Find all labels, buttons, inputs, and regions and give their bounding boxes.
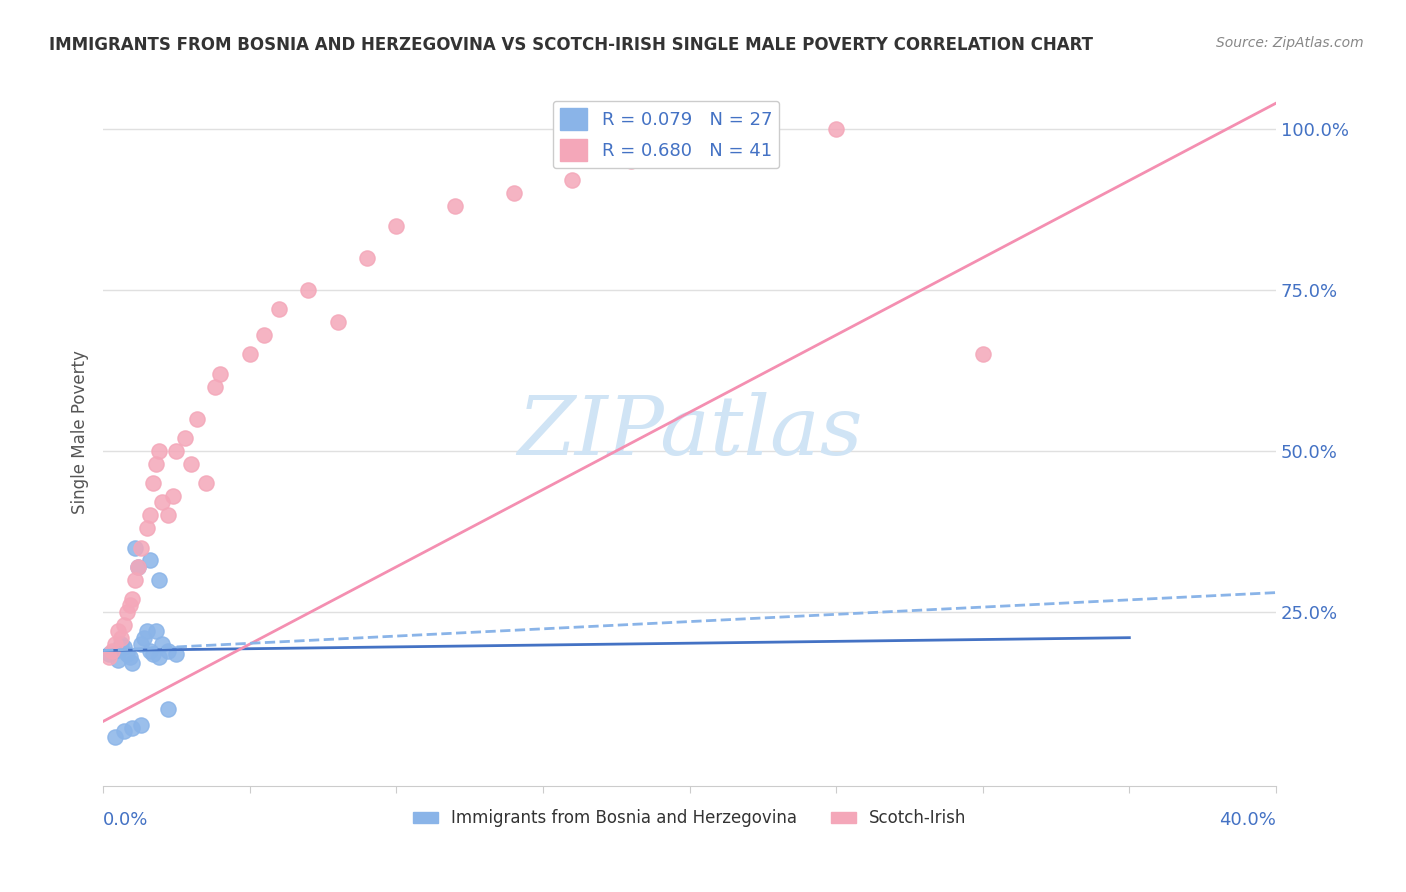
- Point: [148, 444, 170, 458]
- Point: [162, 489, 184, 503]
- Point: [124, 573, 146, 587]
- Point: [121, 657, 143, 671]
- Point: [139, 643, 162, 657]
- Point: [107, 624, 129, 639]
- Y-axis label: Single Male Poverty: Single Male Poverty: [72, 350, 89, 514]
- Point: [165, 647, 187, 661]
- Point: [209, 367, 232, 381]
- Point: [326, 315, 349, 329]
- Point: [145, 624, 167, 639]
- Point: [174, 431, 197, 445]
- Point: [98, 647, 121, 661]
- Point: [253, 328, 276, 343]
- Text: Source: ZipAtlas.com: Source: ZipAtlas.com: [1216, 36, 1364, 50]
- Point: [127, 559, 149, 574]
- Point: [134, 631, 156, 645]
- Point: [118, 650, 141, 665]
- Point: [110, 637, 132, 651]
- Point: [104, 731, 127, 745]
- Point: [186, 411, 208, 425]
- Point: [150, 637, 173, 651]
- Point: [121, 721, 143, 735]
- Point: [385, 219, 408, 233]
- Point: [825, 122, 848, 136]
- Point: [165, 444, 187, 458]
- Point: [136, 624, 159, 639]
- Point: [267, 302, 290, 317]
- Point: [620, 154, 643, 169]
- Text: IMMIGRANTS FROM BOSNIA AND HERZEGOVINA VS SCOTCH-IRISH SINGLE MALE POVERTY CORRE: IMMIGRANTS FROM BOSNIA AND HERZEGOVINA V…: [49, 36, 1094, 54]
- Point: [561, 173, 583, 187]
- Point: [148, 573, 170, 587]
- Point: [112, 617, 135, 632]
- Point: [129, 541, 152, 555]
- Point: [444, 199, 467, 213]
- Point: [121, 592, 143, 607]
- Point: [129, 717, 152, 731]
- Point: [156, 701, 179, 715]
- Point: [112, 724, 135, 739]
- Point: [194, 476, 217, 491]
- Point: [129, 637, 152, 651]
- Point: [502, 186, 524, 201]
- Point: [156, 508, 179, 523]
- Point: [148, 650, 170, 665]
- Legend: Immigrants from Bosnia and Herzegovina, Scotch-Irish: Immigrants from Bosnia and Herzegovina, …: [406, 803, 973, 834]
- Point: [98, 650, 121, 665]
- Point: [127, 559, 149, 574]
- Text: ZIPatlas: ZIPatlas: [517, 392, 862, 472]
- Point: [101, 643, 124, 657]
- Point: [139, 508, 162, 523]
- Point: [115, 605, 138, 619]
- Point: [180, 457, 202, 471]
- Point: [142, 647, 165, 661]
- Point: [297, 283, 319, 297]
- Point: [142, 476, 165, 491]
- Point: [150, 495, 173, 509]
- Point: [136, 521, 159, 535]
- Point: [156, 643, 179, 657]
- Point: [104, 637, 127, 651]
- Point: [112, 640, 135, 655]
- Point: [972, 347, 994, 361]
- Point: [104, 643, 127, 657]
- Point: [239, 347, 262, 361]
- Point: [678, 135, 700, 149]
- Point: [115, 647, 138, 661]
- Point: [204, 379, 226, 393]
- Text: 40.0%: 40.0%: [1219, 811, 1277, 829]
- Point: [145, 457, 167, 471]
- Point: [107, 653, 129, 667]
- Text: 0.0%: 0.0%: [103, 811, 149, 829]
- Point: [139, 553, 162, 567]
- Point: [356, 251, 378, 265]
- Point: [110, 631, 132, 645]
- Point: [118, 599, 141, 613]
- Point: [124, 541, 146, 555]
